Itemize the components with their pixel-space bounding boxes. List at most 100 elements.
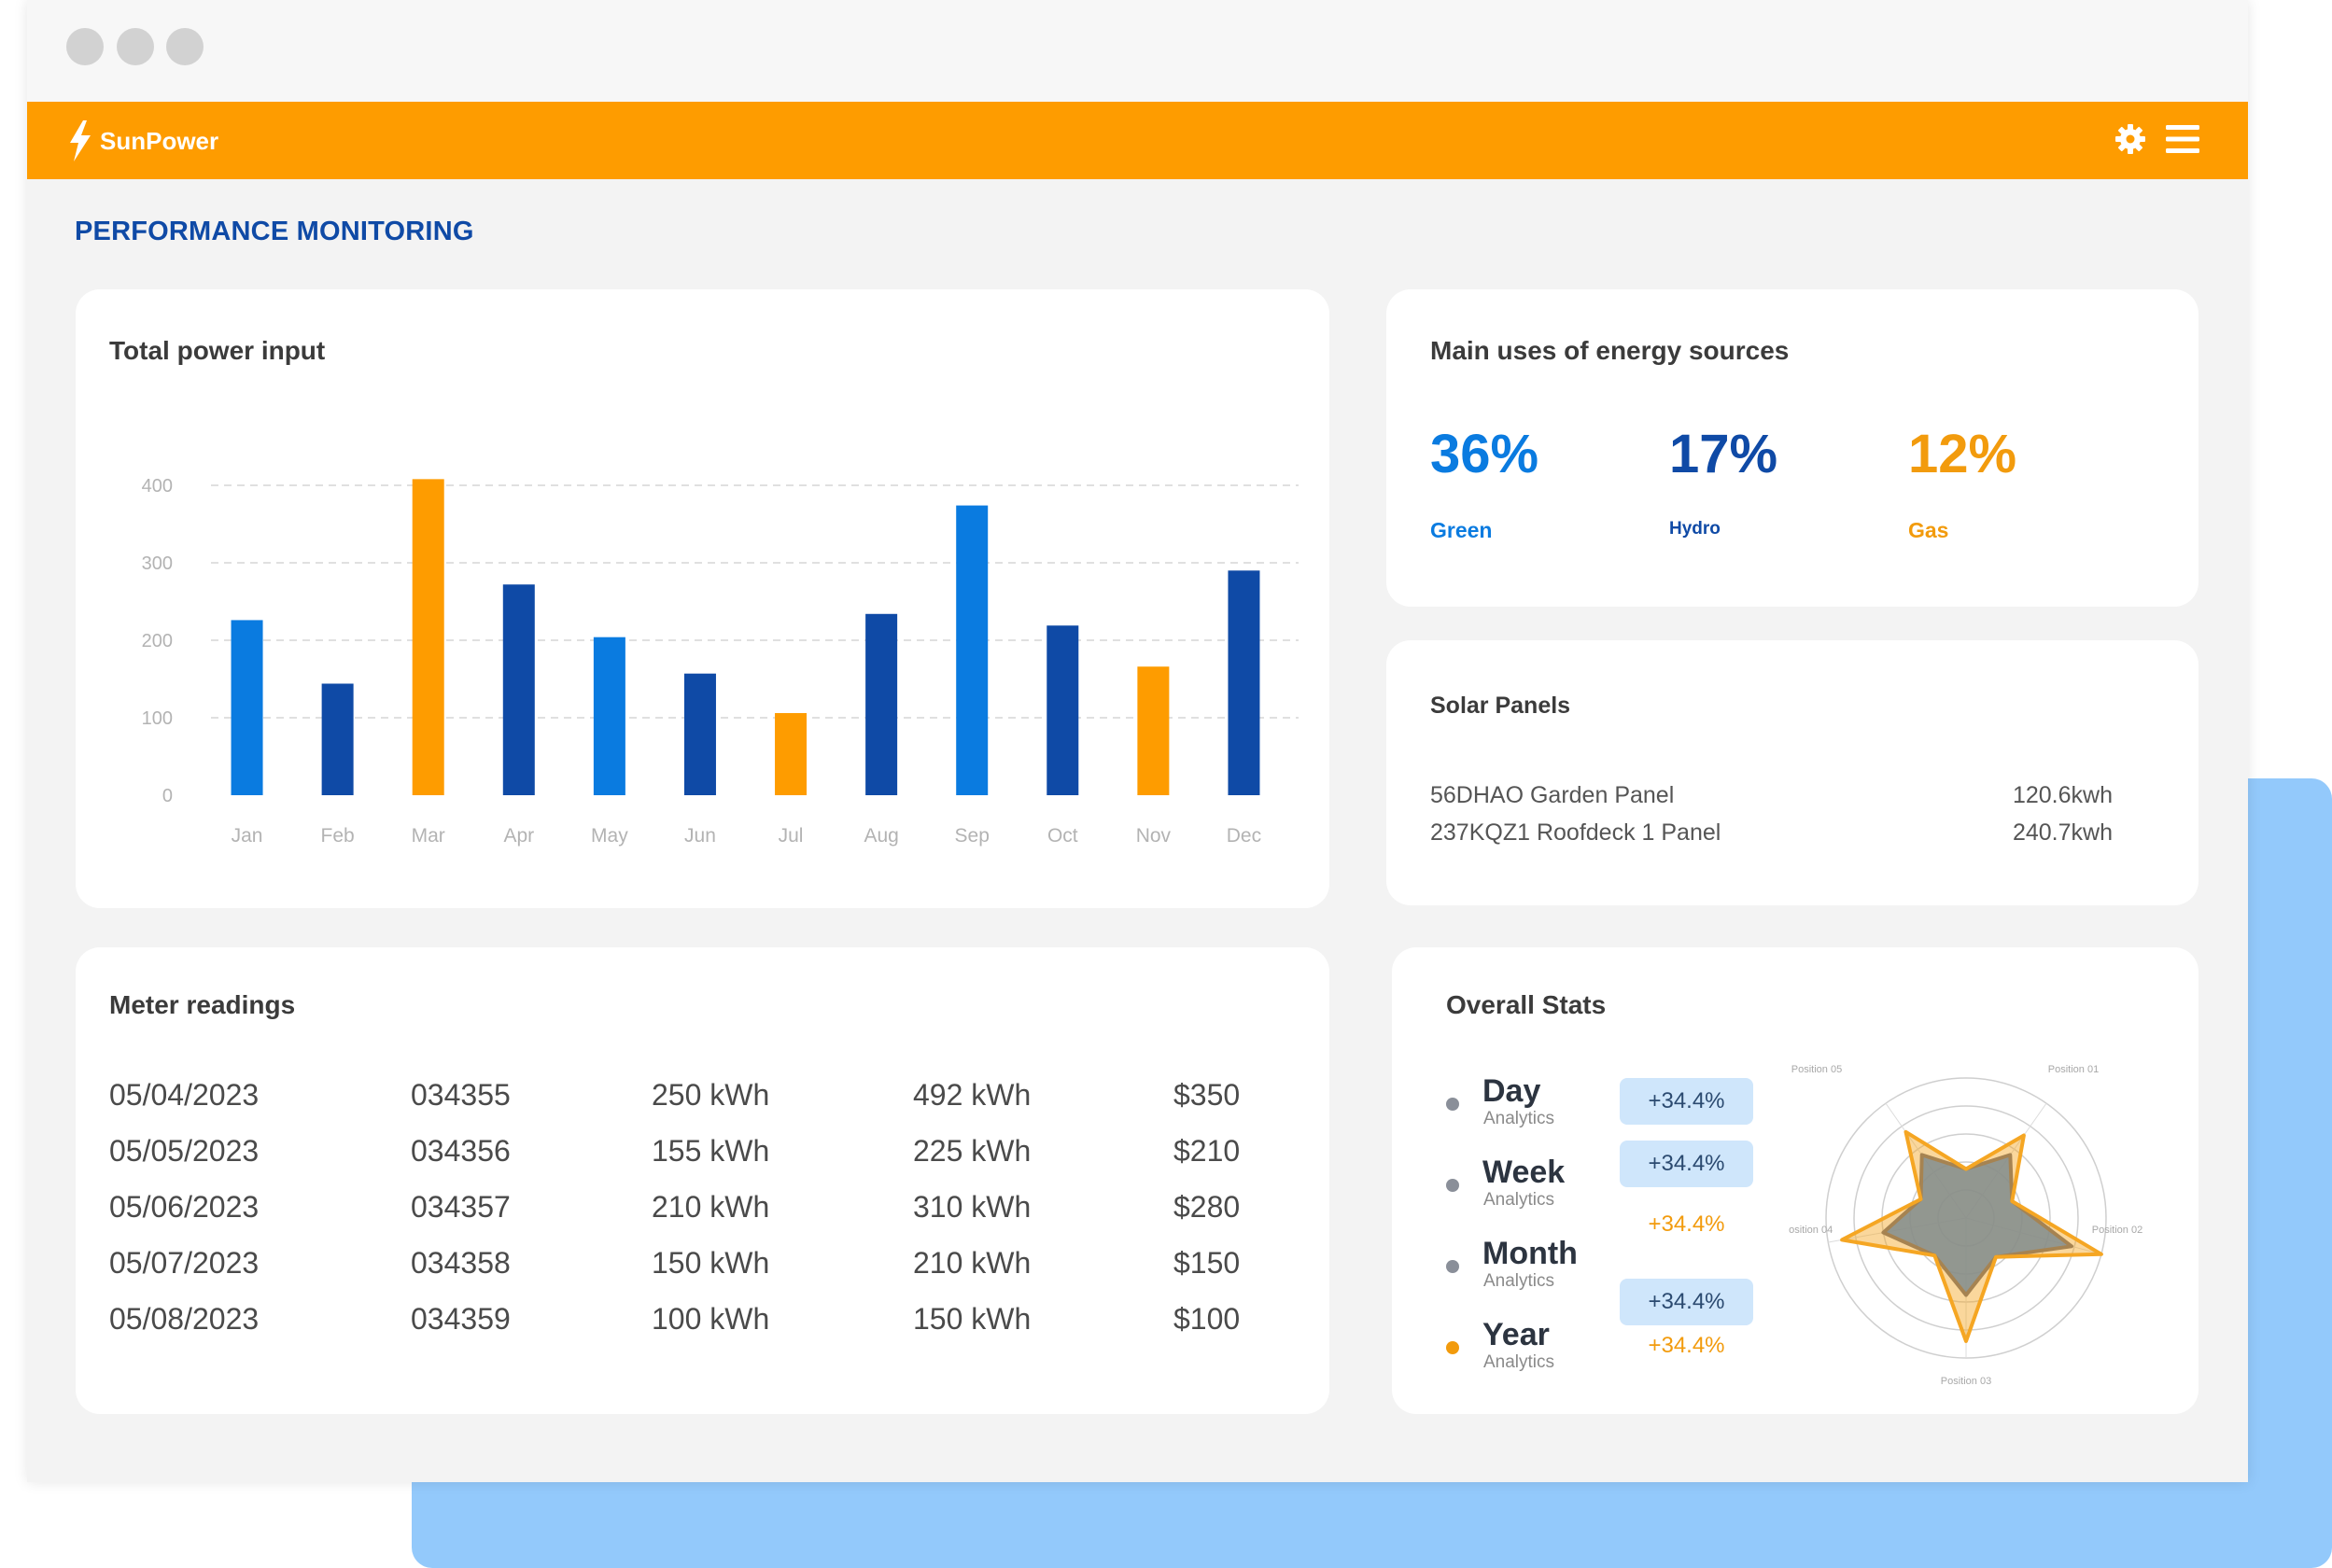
stat-dot — [1446, 1341, 1459, 1354]
x-tick-label: Jun — [684, 825, 716, 847]
y-tick-label: 0 — [162, 786, 173, 806]
total-value: 210 kWh — [913, 1246, 1032, 1280]
window-maximize-dot[interactable] — [166, 28, 204, 65]
panel-row[interactable]: 237KQZ1 Roofdeck 1 Panel 240.7kwh — [1430, 819, 2113, 847]
radar-axis-label: Position 01 — [2048, 1064, 2099, 1075]
reading-date: 05/07/2023 — [109, 1246, 260, 1280]
bar-may[interactable] — [593, 637, 625, 795]
table-row[interactable]: 05/06/2023 034357 210 kWh 310 kWh $280 — [109, 1190, 1323, 1227]
x-tick-label: Oct — [1047, 825, 1078, 847]
cost-value: $350 — [1173, 1078, 1241, 1112]
bar-oct[interactable] — [1047, 625, 1079, 795]
table-row[interactable]: 05/08/2023 034359 100 kWh 150 kWh $100 — [109, 1302, 1323, 1339]
x-tick-label: Mar — [412, 825, 445, 847]
x-tick-label: Feb — [321, 825, 355, 847]
window-close-dot[interactable] — [66, 28, 104, 65]
solar-panels-title: Solar Panels — [1430, 693, 1571, 719]
bar-sep[interactable] — [956, 505, 989, 795]
panel-row[interactable]: 56DHAO Garden Panel 120.6kwh — [1430, 782, 2113, 809]
reading-date: 05/04/2023 — [109, 1078, 260, 1112]
table-row[interactable]: 05/07/2023 034358 150 kWh 210 kWh $150 — [109, 1246, 1323, 1283]
y-tick-label: 400 — [142, 476, 173, 497]
stat-label-week[interactable]: Week — [1482, 1155, 1566, 1190]
radar-axis-label: Position 04 — [1789, 1225, 1833, 1236]
x-tick-label: Apr — [503, 825, 534, 847]
overall-stats-title: Overall Stats — [1446, 990, 1607, 1019]
bar-dec[interactable] — [1228, 570, 1260, 795]
y-tick-label: 200 — [142, 631, 173, 651]
total-value: 492 kWh — [913, 1078, 1032, 1112]
panel-value: 120.6kwh — [2012, 782, 2113, 808]
stat-sublabel: Analytics — [1483, 1190, 1555, 1210]
total-value: 150 kWh — [913, 1302, 1032, 1336]
reading-date: 05/08/2023 — [109, 1302, 260, 1336]
app-header: SunPower — [27, 102, 2248, 179]
reading-date: 05/06/2023 — [109, 1190, 260, 1224]
window-titlebar — [27, 0, 2248, 102]
green-percent: 36% — [1430, 424, 1539, 484]
overall-stats-card: Overall Stats Day Analytics +34.4% Week Anal… — [1392, 947, 2199, 1414]
stat-label-day[interactable]: Day — [1482, 1073, 1541, 1109]
reading-date: 05/05/2023 — [109, 1134, 260, 1168]
meter-id: 034355 — [411, 1078, 511, 1112]
bar-aug[interactable] — [865, 613, 898, 795]
app-logo[interactable]: SunPower — [68, 120, 218, 161]
gear-icon[interactable] — [2115, 124, 2145, 154]
stat-label-year[interactable]: Year — [1482, 1317, 1550, 1352]
energy-sources-title: Main uses of energy sources — [1430, 336, 1790, 365]
bar-apr[interactable] — [502, 584, 535, 795]
table-row[interactable]: 05/04/2023 034355 250 kWh 492 kWh $350 — [109, 1078, 1323, 1115]
stat-sublabel: Analytics — [1483, 1271, 1555, 1291]
energy-sources-card: Main uses of energy sources 36% Green 17… — [1386, 289, 2199, 607]
bar-jul[interactable] — [775, 713, 808, 795]
total-value: 310 kWh — [913, 1190, 1032, 1224]
overall-radar-chart: Position 01 Position 02 Position 03 Positio… — [1789, 1064, 2142, 1387]
radar-axis-label: Position 02 — [2092, 1225, 2142, 1236]
cost-value: $150 — [1173, 1246, 1241, 1280]
radar-axis-label: Position 03 — [1941, 1376, 1991, 1387]
solar-panels-card: Solar Panels 56DHAO Garden Panel 120.6kw… — [1386, 640, 2199, 905]
bar-jan[interactable] — [231, 620, 263, 795]
meter-id: 034358 — [411, 1246, 511, 1280]
stat-sublabel: Analytics — [1483, 1352, 1555, 1372]
meter-readings-card: Meter readings 05/04/2023 034355 250 kWh 49… — [76, 947, 1329, 1414]
y-tick-label: 300 — [142, 553, 173, 574]
window-minimize-dot[interactable] — [117, 28, 154, 65]
bar-feb[interactable] — [321, 683, 354, 795]
stat-dot — [1446, 1179, 1459, 1192]
panel-name: 237KQZ1 Roofdeck 1 Panel — [1430, 819, 1721, 846]
lightning-bolt-icon — [70, 120, 91, 161]
bar-jun[interactable] — [683, 673, 716, 795]
app-name: SunPower — [100, 126, 219, 155]
meter-id: 034359 — [411, 1302, 511, 1336]
gas-percent: 12% — [1908, 424, 2017, 484]
cost-value: $210 — [1173, 1134, 1241, 1168]
table-row[interactable]: 05/05/2023 034356 155 kWh 225 kWh $210 — [109, 1134, 1323, 1171]
meter-id: 034357 — [411, 1190, 511, 1224]
stat-label-month[interactable]: Month — [1482, 1236, 1578, 1271]
change-badge: +34.4% — [1648, 1333, 1725, 1358]
y-tick-label: 100 — [142, 708, 173, 729]
usage-value: 250 kWh — [652, 1078, 770, 1112]
radar-axis-label: Position 05 — [1791, 1064, 1842, 1075]
bar-mar[interactable] — [412, 479, 444, 795]
power-input-title: Total power input — [109, 336, 326, 365]
panel-value: 240.7kwh — [2012, 819, 2113, 846]
change-badge: +34.4% — [1620, 1078, 1753, 1125]
change-badge: +34.4% — [1648, 1211, 1725, 1237]
cost-value: $280 — [1173, 1190, 1241, 1224]
hydro-percent: 17% — [1669, 424, 1778, 484]
hydro-label: Hydro — [1669, 519, 1721, 539]
hamburger-menu-icon[interactable] — [2166, 124, 2199, 154]
meter-id: 034356 — [411, 1134, 511, 1168]
x-tick-label: Jan — [232, 825, 263, 847]
x-tick-label: Nov — [1136, 825, 1172, 847]
stat-dot — [1446, 1098, 1459, 1111]
x-tick-label: Sep — [955, 825, 990, 847]
change-badge: +34.4% — [1620, 1141, 1753, 1187]
page-title: PERFORMANCE MONITORING — [75, 217, 474, 246]
x-tick-label: Dec — [1227, 825, 1261, 847]
gas-label: Gas — [1908, 518, 1949, 542]
radar-series — [1840, 1129, 2103, 1343]
bar-nov[interactable] — [1137, 666, 1170, 795]
